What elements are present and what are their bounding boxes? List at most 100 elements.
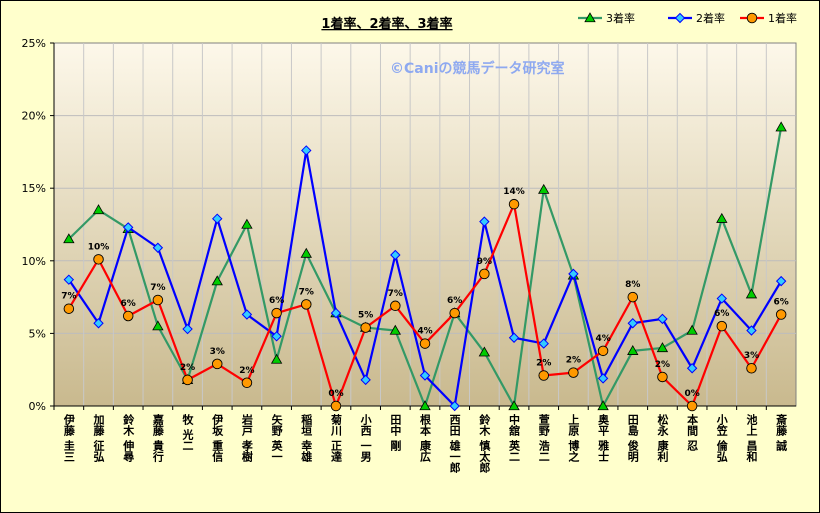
data-label: 4% xyxy=(417,327,432,337)
data-point xyxy=(122,310,134,322)
data-point xyxy=(301,299,312,310)
data-point xyxy=(152,242,164,253)
x-tick-label: 本間 忍 xyxy=(686,413,699,451)
data-point xyxy=(627,291,639,303)
data-point xyxy=(330,400,342,412)
data-point xyxy=(478,346,491,357)
x-tick-label: 斎藤 誠 xyxy=(775,413,788,452)
x-tick-label: 田島 俊明 xyxy=(626,414,639,463)
x-tick-label: 牧 光二 xyxy=(181,413,195,451)
data-label: 6% xyxy=(714,309,729,319)
x-tick-label: 中舘 英二 xyxy=(508,413,522,462)
watermark-text: ©Caniの競馬データ研究室 xyxy=(390,60,565,77)
data-point xyxy=(419,338,431,349)
series-2 xyxy=(63,198,787,412)
legend-label: 1着率 xyxy=(768,11,797,25)
data-label: 7% xyxy=(61,292,76,302)
x-tick-label: 鈴木 伸尋 xyxy=(122,413,136,463)
x-tick-label: 伊坂 重信 xyxy=(211,413,225,463)
data-point xyxy=(597,373,609,384)
data-point xyxy=(716,293,728,304)
data-point xyxy=(93,254,104,265)
data-point xyxy=(211,358,223,370)
data-point xyxy=(241,377,253,389)
data-point xyxy=(538,370,549,381)
x-tick-label: 矢野 英一 xyxy=(270,413,284,462)
data-point xyxy=(152,320,164,331)
legend-marker xyxy=(746,12,758,24)
data-point xyxy=(627,345,639,355)
data-label: 10% xyxy=(88,242,110,252)
data-point xyxy=(122,222,134,233)
x-tick-label: 田中 剛 xyxy=(389,414,402,452)
data-point xyxy=(656,342,669,353)
data-point xyxy=(182,374,193,386)
data-label: 0% xyxy=(684,389,699,399)
data-point xyxy=(152,294,164,306)
data-label: 3% xyxy=(744,351,759,361)
data-point xyxy=(211,275,223,286)
data-point xyxy=(479,216,490,227)
data-point xyxy=(212,213,223,224)
y-tick-label: 15% xyxy=(22,182,46,195)
x-tick-label: 西田 雄一郎 xyxy=(448,414,462,474)
data-point xyxy=(360,322,371,333)
data-labels: 7% 10% 6% 7% 2% 3% 2% 6% 7% 0% 5% 7% 4% 6% 9% 14% 2% 2% 4%… xyxy=(61,187,789,399)
data-point xyxy=(330,307,342,319)
x-axis: 伊藤 圭三 加藤 征弘 鈴木 伸尋 嘉藤 貴行 牧 光二 伊坂 重信 岩戸 孝樹 矢野 英一 稲… xyxy=(53,405,796,474)
legend-label: 2着率 xyxy=(696,11,725,25)
data-point xyxy=(746,362,757,374)
data-point xyxy=(63,274,75,285)
legend-marker xyxy=(674,12,686,24)
data-point xyxy=(508,198,520,210)
chart-title: 1着率、2着率、3着率 xyxy=(321,16,452,32)
legend-entry: 1着率 xyxy=(740,11,797,25)
data-label: 7% xyxy=(150,283,165,293)
data-label: 2% xyxy=(536,359,551,369)
x-tick-label: 稲垣 幸雄 xyxy=(300,413,314,463)
data-point xyxy=(657,371,668,383)
x-tick-label: 小笠 倫弘 xyxy=(715,413,729,463)
legend-entry: 2着率 xyxy=(668,11,725,25)
x-tick-label: 根本 康広 xyxy=(419,413,432,463)
data-point xyxy=(92,204,105,215)
data-label: 9% xyxy=(477,257,492,267)
data-point xyxy=(538,338,549,349)
data-label: 3% xyxy=(210,347,225,357)
data-point xyxy=(419,400,431,411)
data-label: 6% xyxy=(269,296,284,306)
series-1 xyxy=(63,145,787,412)
data-label: 7% xyxy=(299,287,314,297)
y-tick-label: 20% xyxy=(22,110,46,123)
y-tick-label: 0% xyxy=(29,400,46,413)
data-point xyxy=(270,353,283,364)
series-layer xyxy=(63,121,787,412)
legend-label: 3着率 xyxy=(606,11,635,25)
data-point xyxy=(775,121,787,132)
data-point xyxy=(300,247,312,258)
data-point xyxy=(508,332,520,343)
data-point xyxy=(419,370,431,381)
x-tick-label: 奥平 雅士 xyxy=(597,413,611,462)
data-point xyxy=(63,233,75,244)
data-label: 2% xyxy=(655,360,670,370)
data-point xyxy=(686,400,698,412)
data-point xyxy=(686,324,698,335)
data-point xyxy=(775,275,787,287)
data-point xyxy=(568,268,579,280)
data-point xyxy=(449,307,460,319)
data-point xyxy=(479,268,490,280)
data-point xyxy=(657,313,668,325)
x-tick-label: 松永 康利 xyxy=(656,413,670,463)
data-point xyxy=(449,400,460,412)
legend-marker xyxy=(584,12,596,23)
x-tick-label: 上原 博之 xyxy=(567,413,580,463)
x-tick-label: 萱野 浩二 xyxy=(537,413,550,462)
data-point xyxy=(390,300,401,312)
data-point xyxy=(389,324,402,335)
x-tick-label: 菊川 正達 xyxy=(329,413,343,463)
data-point xyxy=(745,288,758,299)
data-label: 7% xyxy=(388,289,403,299)
